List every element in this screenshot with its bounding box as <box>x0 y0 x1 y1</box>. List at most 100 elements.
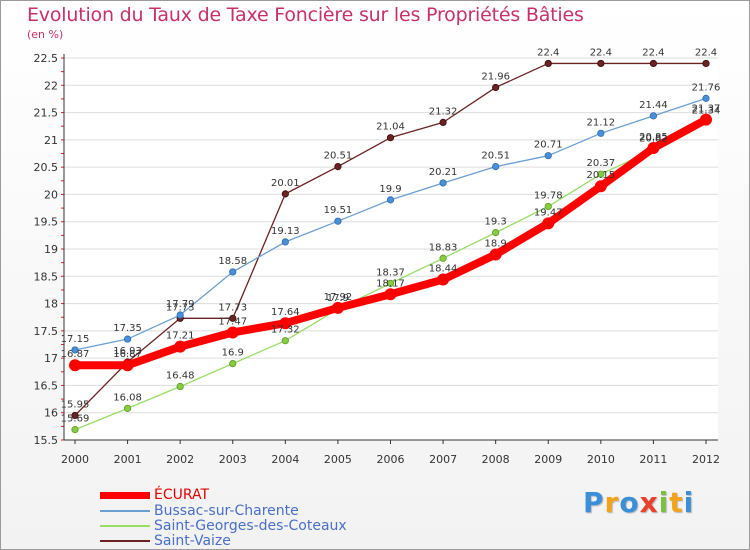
data-point <box>69 359 81 372</box>
logo-letter: o <box>619 486 640 519</box>
data-point <box>386 279 395 287</box>
data-point <box>647 142 660 155</box>
data-point <box>71 411 79 420</box>
data-label: 20.01 <box>271 178 300 189</box>
data-label: 17.64 <box>271 307 300 318</box>
data-label: 17.47 <box>218 316 247 327</box>
data-label: 17.21 <box>166 331 195 342</box>
y-tick-label: 19.5 <box>34 216 59 229</box>
data-point <box>492 162 500 171</box>
x-tick-label: 2011 <box>639 453 667 466</box>
logo-letter: i <box>658 486 670 519</box>
data-label: 20.85 <box>639 132 668 143</box>
data-label: 16.87 <box>113 349 142 360</box>
data-label: 20.51 <box>324 151 353 162</box>
y-tick-label: 22.5 <box>34 52 59 65</box>
chart-title: Evolution du Taux de Taxe Foncière sur l… <box>27 4 584 26</box>
data-point <box>384 288 397 301</box>
gridlines <box>64 57 718 441</box>
data-point <box>492 229 500 237</box>
data-label: 21.37 <box>692 104 721 115</box>
data-label: 17.73 <box>218 302 247 313</box>
data-point <box>702 59 710 68</box>
data-point <box>334 217 342 225</box>
data-label: 20.51 <box>481 151 510 162</box>
y-tick-label: 21.5 <box>34 107 59 120</box>
data-label: 15.95 <box>61 399 90 410</box>
data-label: 22.4 <box>537 47 559 58</box>
data-point <box>229 359 237 368</box>
data-label: 16.9 <box>222 348 244 359</box>
data-label: 19.78 <box>534 190 563 201</box>
data-point <box>544 202 552 211</box>
y-tick-label: 15.5 <box>34 434 59 447</box>
legend-label: ÉCURAT <box>154 487 210 503</box>
data-point <box>279 317 292 330</box>
data-point <box>544 152 552 160</box>
data-point <box>542 217 555 230</box>
legend-swatch <box>100 540 150 542</box>
data-label: 21.34 <box>692 105 721 116</box>
data-label: 18.58 <box>218 256 247 267</box>
proxiti-logo: Proxiti <box>583 486 694 519</box>
data-point <box>281 238 289 246</box>
data-label: 18.37 <box>376 267 405 278</box>
x-tick-label: 2009 <box>534 453 562 466</box>
y-tick-label: 18 <box>44 298 58 311</box>
y-tick-label: 20.5 <box>34 161 59 174</box>
data-label: 21.44 <box>639 100 668 111</box>
data-point <box>544 59 552 68</box>
axes: 15.5 16 16.5 17 17.5 18 18.5 19 19.5 20 20.5 21 21.5… <box>34 52 721 466</box>
data-point <box>174 340 187 353</box>
data-point <box>123 335 132 343</box>
data-point <box>439 118 447 126</box>
data-label: 20.71 <box>534 140 563 151</box>
y-tick-label: 18.5 <box>34 270 59 283</box>
data-point <box>331 301 344 314</box>
data-point <box>492 83 500 92</box>
y-tick-label: 21 <box>44 134 58 147</box>
data-label: 16.87 <box>61 349 90 360</box>
data-point <box>71 346 79 354</box>
data-point <box>176 311 184 319</box>
data-point <box>649 112 658 120</box>
x-tick-label: 2002 <box>166 453 194 466</box>
data-label: 21.12 <box>587 117 616 128</box>
data-label: 19.9 <box>379 184 401 195</box>
data-point <box>386 196 395 204</box>
y-tick-label: 16.5 <box>34 379 59 392</box>
data-label: 19.3 <box>485 217 507 228</box>
data-label: 16.93 <box>113 346 142 357</box>
y-tick-label: 20 <box>44 188 58 201</box>
data-label: 18.44 <box>429 264 458 275</box>
data-label: 21.96 <box>481 71 510 82</box>
data-point <box>71 426 79 434</box>
data-point <box>281 337 289 345</box>
data-label: 16.48 <box>166 371 195 382</box>
data-label: 19.13 <box>271 226 300 237</box>
logo-letter: r <box>604 486 620 519</box>
data-point <box>439 179 447 187</box>
data-label: 19.47 <box>534 207 563 218</box>
data-label: 22.4 <box>642 47 664 58</box>
x-tick-label: 2006 <box>377 453 405 466</box>
data-point <box>281 190 289 198</box>
x-tick-label: 2003 <box>219 453 247 466</box>
logo-letter: x <box>639 486 659 519</box>
data-point <box>702 94 710 102</box>
series--curat <box>69 113 712 372</box>
x-tick-label: 2012 <box>692 453 720 466</box>
data-point <box>597 59 605 68</box>
data-point <box>594 180 607 193</box>
data-point <box>229 268 237 276</box>
data-point <box>489 248 502 261</box>
series-layer <box>69 59 712 434</box>
data-label: 17.9 <box>327 293 349 304</box>
legend-label: Bussac-sur-Charente <box>154 503 299 519</box>
x-tick-label: 2005 <box>324 453 352 466</box>
y-tick-label: 17.5 <box>34 325 59 338</box>
data-label: 20.21 <box>429 167 458 178</box>
data-label: 17.15 <box>61 334 90 345</box>
legend-swatch <box>100 491 150 499</box>
data-label: 17.73 <box>166 302 195 313</box>
